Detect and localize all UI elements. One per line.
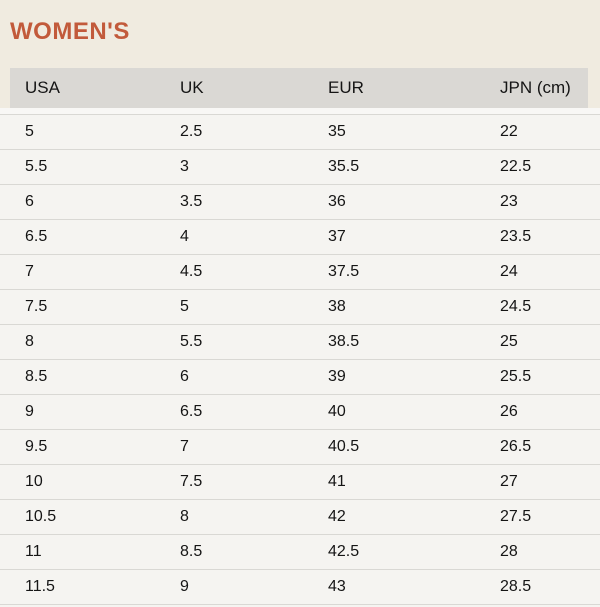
table-cell: 37 xyxy=(328,227,346,245)
table-row: 8 5.5 38.5 25 xyxy=(0,323,600,359)
table-cell: 27 xyxy=(500,472,518,490)
table-cell: 25.5 xyxy=(500,367,532,385)
table-cell: 35.5 xyxy=(328,157,360,175)
table-header-gap xyxy=(0,107,600,114)
table-cell: 43 xyxy=(328,577,346,595)
table-cell: 4.5 xyxy=(180,262,203,280)
table-cell: 5.5 xyxy=(180,332,203,350)
table-cell: 28 xyxy=(500,542,518,560)
table-cell: 5 xyxy=(25,122,34,140)
table-cell: 38 xyxy=(328,297,346,315)
column-header-usa: USA xyxy=(25,77,60,97)
table-row: 8.5 6 39 25.5 xyxy=(0,358,600,394)
table-cell: 8 xyxy=(25,332,34,350)
table-cell: 9 xyxy=(25,402,34,420)
table-cell: 25 xyxy=(500,332,518,350)
table-cell: 39 xyxy=(328,367,346,385)
table-cell: 5.5 xyxy=(25,157,48,175)
table-cell: 5 xyxy=(180,297,189,315)
table-cell: 35 xyxy=(328,122,346,140)
table-row: 6.5 4 37 23.5 xyxy=(0,218,600,254)
table-cell: 10.5 xyxy=(25,507,57,525)
page-title: WOMEN'S xyxy=(10,18,130,45)
table-cell: 38.5 xyxy=(328,332,360,350)
column-header-jpn-cm: JPN (cm) xyxy=(500,77,571,97)
table-cell: 40 xyxy=(328,402,346,420)
table-cell: 8.5 xyxy=(25,367,48,385)
womens-size-chart: USA UK EUR JPN (cm) 5 2.5 35 22 5.5 3 35.5 22.5 6 3.… xyxy=(0,67,600,607)
table-cell: 22.5 xyxy=(500,157,532,175)
table-cell: 3.5 xyxy=(180,192,203,210)
table-cell: 9 xyxy=(180,577,189,595)
table-cell: 7.5 xyxy=(25,297,48,315)
table-row: 10 7.5 41 27 xyxy=(0,463,600,499)
table-cell: 6.5 xyxy=(25,227,48,245)
table-cell: 7.5 xyxy=(180,472,203,490)
table-cell: 42 xyxy=(328,507,346,525)
table-cell: 4 xyxy=(180,227,189,245)
table-row: 11 8.5 42.5 28 xyxy=(0,533,600,569)
table-cell: 22 xyxy=(500,122,518,140)
table-cell: 7 xyxy=(180,437,189,455)
table-cell: 26.5 xyxy=(500,437,532,455)
table-cell: 36 xyxy=(328,192,346,210)
table-row: 10.5 8 42 27.5 xyxy=(0,498,600,534)
table-cell: 23 xyxy=(500,192,518,210)
table-header-row: USA UK EUR JPN (cm) xyxy=(0,67,600,108)
table-cell: 28.5 xyxy=(500,577,532,595)
table-cell: 11.5 xyxy=(25,577,55,595)
table-cell: 24 xyxy=(500,262,518,280)
table-cell: 6 xyxy=(180,367,189,385)
table-cell: 2.5 xyxy=(180,122,203,140)
table-cell: 3 xyxy=(180,157,189,175)
table-cell: 11 xyxy=(25,542,42,560)
table-cell: 8.5 xyxy=(180,542,203,560)
column-header-uk: UK xyxy=(180,77,204,97)
table-row: 5.5 3 35.5 22.5 xyxy=(0,148,600,184)
table-cell: 37.5 xyxy=(328,262,360,280)
table-cell: 24.5 xyxy=(500,297,532,315)
table-cell: 7 xyxy=(25,262,34,280)
table-cell: 23.5 xyxy=(500,227,532,245)
table-cell: 9.5 xyxy=(25,437,48,455)
table-body: 5 2.5 35 22 5.5 3 35.5 22.5 6 3.5 36 23 6.5 4 37 23.5 7 4… xyxy=(0,113,600,607)
table-cell: 41 xyxy=(328,472,346,490)
table-cell: 10 xyxy=(25,472,43,490)
table-row: 11.5 9 43 28.5 xyxy=(0,568,600,605)
table-cell: 6.5 xyxy=(180,402,203,420)
table-cell: 40.5 xyxy=(328,437,360,455)
table-row: 9 6.5 40 26 xyxy=(0,393,600,429)
table-cell: 27.5 xyxy=(500,507,532,525)
table-cell: 26 xyxy=(500,402,518,420)
table-cell: 42.5 xyxy=(328,542,360,560)
table-row: 6 3.5 36 23 xyxy=(0,183,600,219)
table-row: 7.5 5 38 24.5 xyxy=(0,288,600,324)
table-cell: 6 xyxy=(25,192,34,210)
table-row: 5 2.5 35 22 xyxy=(0,113,600,149)
column-header-eur: EUR xyxy=(328,77,364,97)
table-cell: 8 xyxy=(180,507,189,525)
table-row: 7 4.5 37.5 24 xyxy=(0,253,600,289)
table-row: 9.5 7 40.5 26.5 xyxy=(0,428,600,464)
